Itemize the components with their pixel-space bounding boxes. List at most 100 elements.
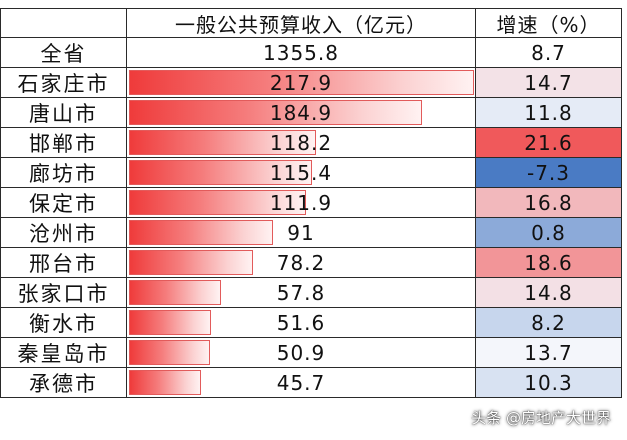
city-name-cell: 唐山市 [0, 98, 127, 128]
total-name-cell: 全省 [0, 38, 127, 68]
revenue-cell: 111.9 [127, 188, 476, 218]
revenue-value-label: 45.7 [276, 370, 326, 395]
city-name: 秦皇岛市 [17, 341, 110, 366]
growth-value-label: -7.3 [526, 160, 571, 185]
city-name: 衡水市 [29, 311, 98, 336]
revenue-cell: 184.9 [127, 98, 476, 128]
revenue-cell: 91 [127, 218, 476, 248]
total-growth-cell: 8.7 [476, 38, 622, 68]
total-revenue-label: 1355.8 [263, 40, 339, 65]
growth-value-label: 11.8 [524, 100, 573, 125]
growth-cell: 16.8 [476, 188, 622, 218]
growth-value-label: 14.8 [524, 280, 573, 305]
total-growth-label: 8.7 [531, 40, 566, 65]
city-name: 邯郸市 [29, 131, 98, 156]
growth-cell: 14.8 [476, 278, 622, 308]
table-row: 邯郸市 118.2 21.6 [0, 128, 627, 158]
total-row: 全省 1355.8 8.7 [0, 38, 627, 68]
revenue-bar [129, 220, 274, 245]
table-row: 张家口市 57.8 14.8 [0, 278, 627, 308]
city-name-cell: 衡水市 [0, 308, 127, 338]
city-name: 承德市 [29, 371, 98, 396]
table-row: 沧州市 91 0.8 [0, 218, 627, 248]
total-name: 全省 [40, 41, 87, 66]
city-name-cell: 石家庄市 [0, 68, 127, 98]
revenue-value-label: 115.4 [269, 160, 333, 185]
revenue-bar [129, 130, 317, 155]
city-name-cell: 承德市 [0, 368, 127, 398]
revenue-value-label: 57.8 [276, 280, 326, 305]
revenue-value-label: 217.9 [269, 70, 333, 95]
revenue-value-label: 184.9 [269, 100, 333, 125]
revenue-value-label: 50.9 [276, 340, 326, 365]
growth-cell: 14.7 [476, 68, 622, 98]
city-name: 廊坊市 [29, 161, 98, 186]
city-name: 张家口市 [17, 281, 110, 306]
table-row: 秦皇岛市 50.9 13.7 [0, 338, 627, 368]
city-name-cell: 张家口市 [0, 278, 127, 308]
header-revenue-label: 一般公共预算收入（亿元） [175, 12, 427, 37]
growth-value-label: 10.3 [524, 370, 573, 395]
header-revenue-cell: 一般公共预算收入（亿元） [127, 8, 476, 38]
revenue-cell: 115.4 [127, 158, 476, 188]
city-name: 唐山市 [29, 101, 98, 126]
growth-cell: 13.7 [476, 338, 622, 368]
revenue-bar [129, 160, 312, 185]
city-name-cell: 秦皇岛市 [0, 338, 127, 368]
revenue-bar [129, 340, 210, 365]
revenue-cell: 78.2 [127, 248, 476, 278]
revenue-cell: 45.7 [127, 368, 476, 398]
city-name-cell: 廊坊市 [0, 158, 127, 188]
city-name-cell: 沧州市 [0, 218, 127, 248]
total-revenue-cell: 1355.8 [127, 38, 476, 68]
growth-value-label: 18.6 [524, 250, 573, 275]
city-name-cell: 邢台市 [0, 248, 127, 278]
revenue-cell: 51.6 [127, 308, 476, 338]
revenue-value-label: 111.9 [269, 190, 333, 215]
header-growth-label: 增速（%） [496, 12, 601, 37]
revenue-value-label: 78.2 [276, 250, 326, 275]
revenue-bar [129, 70, 474, 95]
growth-value-label: 0.8 [531, 220, 566, 245]
table-row: 石家庄市 217.9 14.7 [0, 68, 627, 98]
header-growth-cell: 增速（%） [476, 8, 622, 38]
header-city-cell [0, 8, 127, 38]
growth-cell: 10.3 [476, 368, 622, 398]
revenue-bar [129, 280, 221, 305]
table-row: 衡水市 51.6 8.2 [0, 308, 627, 338]
revenue-value-label: 118.2 [269, 130, 333, 155]
growth-cell: 11.8 [476, 98, 622, 128]
growth-value-label: 21.6 [524, 130, 573, 155]
revenue-bar [129, 250, 253, 275]
table-row: 保定市 111.9 16.8 [0, 188, 627, 218]
growth-cell: 18.6 [476, 248, 622, 278]
city-name: 邢台市 [29, 251, 98, 276]
revenue-value-label: 51.6 [276, 310, 326, 335]
growth-value-label: 8.2 [531, 310, 566, 335]
table-row: 廊坊市 115.4 -7.3 [0, 158, 627, 188]
table-row: 承德市 45.7 10.3 [0, 368, 627, 398]
table-row: 唐山市 184.9 11.8 [0, 98, 627, 128]
city-name: 保定市 [29, 191, 98, 216]
growth-cell: 8.2 [476, 308, 622, 338]
revenue-bar [129, 370, 202, 395]
header-city-label [1, 9, 126, 37]
city-name-cell: 保定市 [0, 188, 127, 218]
watermark: 头条 @房地产大世界 [471, 409, 611, 427]
growth-value-label: 13.7 [524, 340, 573, 365]
revenue-cell: 217.9 [127, 68, 476, 98]
growth-cell: -7.3 [476, 158, 622, 188]
revenue-cell: 118.2 [127, 128, 476, 158]
revenue-bar [129, 310, 211, 335]
table-row: 邢台市 78.2 18.6 [0, 248, 627, 278]
growth-value-label: 16.8 [524, 190, 573, 215]
revenue-bar [129, 100, 422, 125]
revenue-value-label: 91 [287, 220, 315, 245]
revenue-cell: 50.9 [127, 338, 476, 368]
revenue-bar [129, 190, 307, 215]
growth-cell: 0.8 [476, 218, 622, 248]
growth-cell: 21.6 [476, 128, 622, 158]
revenue-cell: 57.8 [127, 278, 476, 308]
header-row: 一般公共预算收入（亿元） 增速（%） [0, 8, 627, 38]
